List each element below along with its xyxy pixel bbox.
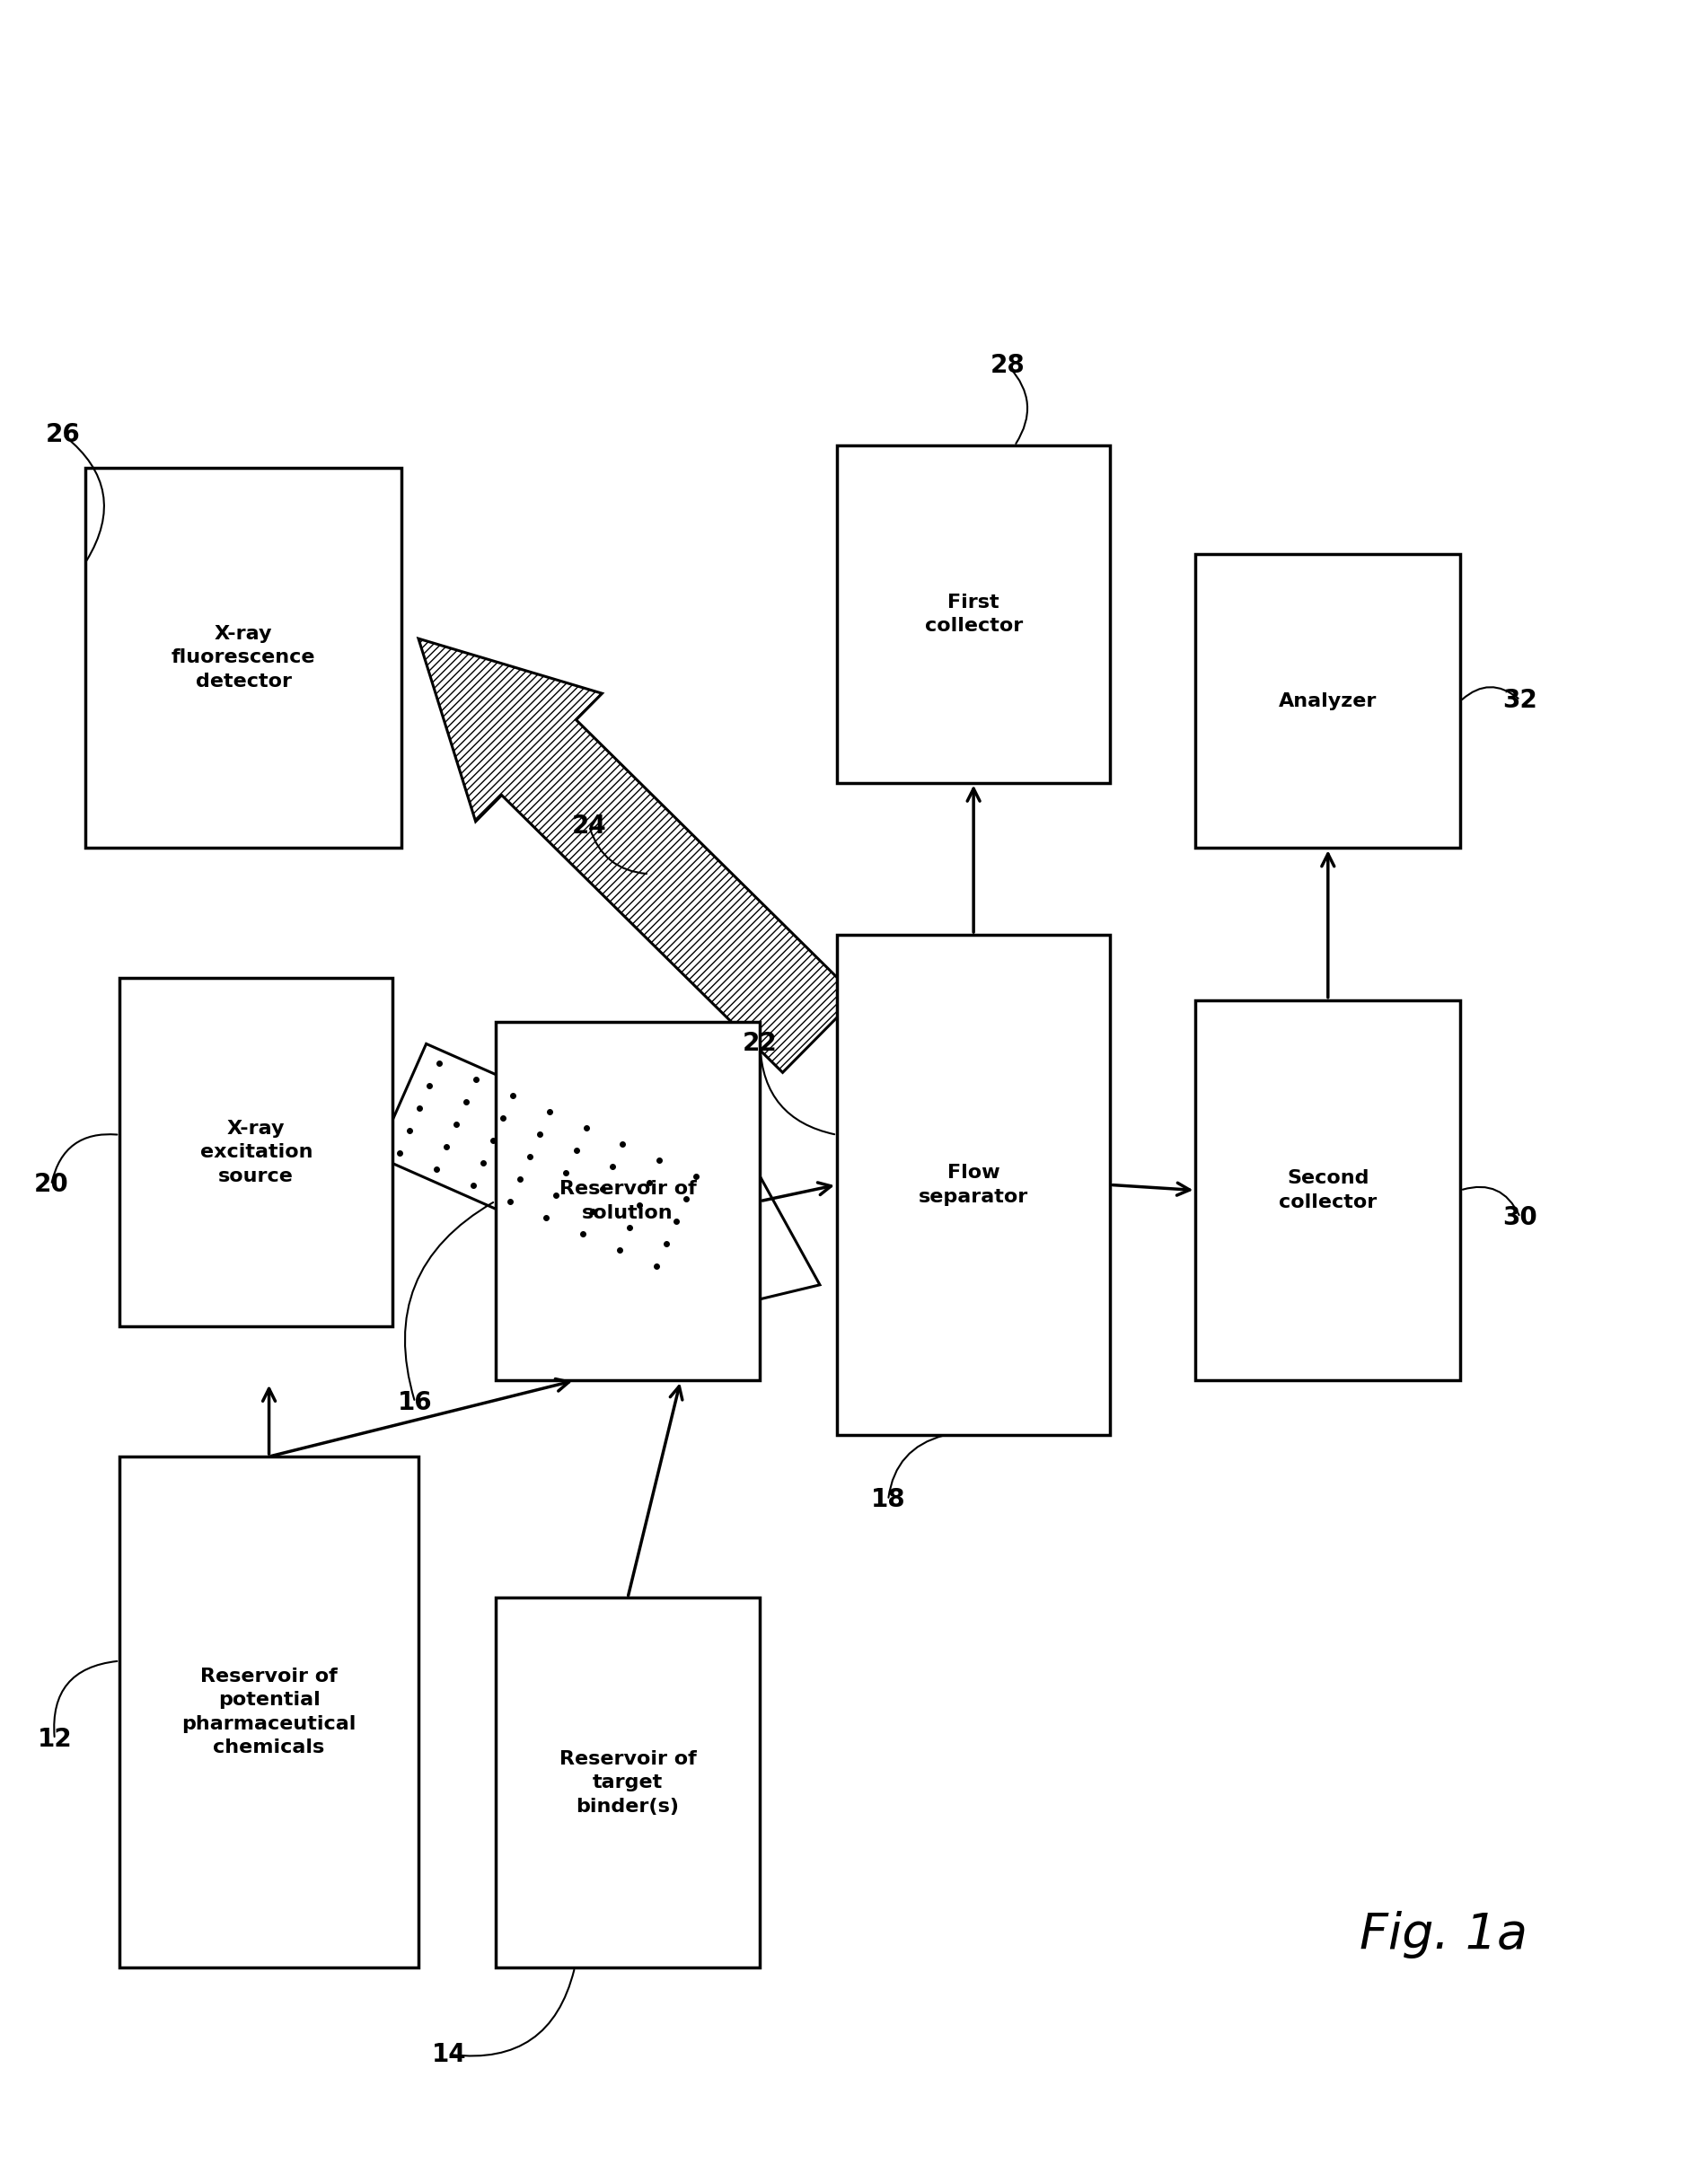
Text: Analyzer: Analyzer: [1279, 691, 1377, 711]
Polygon shape: [418, 639, 857, 1072]
Bar: [837, 935, 1110, 1435]
Text: 32: 32: [1503, 687, 1537, 713]
Text: Flow
separator: Flow separator: [919, 1163, 1028, 1207]
Bar: [837, 446, 1110, 783]
Text: Reservoir of
target
binder(s): Reservoir of target binder(s): [559, 1750, 697, 1815]
Bar: [85, 467, 401, 848]
Text: 22: 22: [743, 1030, 777, 1057]
Text: 26: 26: [46, 422, 80, 448]
Text: X-ray
excitation
source: X-ray excitation source: [200, 1120, 313, 1185]
Text: Reservoir of
potential
pharmaceutical
chemicals: Reservoir of potential pharmaceutical ch…: [181, 1667, 357, 1757]
Text: 14: 14: [432, 2041, 466, 2067]
Text: First
collector: First collector: [924, 594, 1023, 635]
Text: 30: 30: [1503, 1204, 1537, 1230]
Text: 12: 12: [38, 1726, 72, 1752]
Bar: [495, 1022, 760, 1380]
Text: Fig. 1a: Fig. 1a: [1360, 1911, 1527, 1959]
Text: 16: 16: [398, 1389, 432, 1415]
Bar: [1196, 1000, 1460, 1380]
Text: Reservoir of
solution: Reservoir of solution: [559, 1180, 697, 1222]
Text: 28: 28: [991, 352, 1025, 378]
Text: Second
collector: Second collector: [1279, 1170, 1377, 1211]
Text: 20: 20: [34, 1172, 68, 1198]
Text: 18: 18: [871, 1487, 905, 1513]
Bar: [495, 1598, 760, 1967]
Polygon shape: [376, 1044, 820, 1324]
Text: X-ray
fluorescence
detector: X-ray fluorescence detector: [171, 624, 316, 691]
Bar: [120, 978, 393, 1326]
Text: 24: 24: [572, 813, 606, 839]
Bar: [120, 1457, 418, 1967]
Bar: [1196, 554, 1460, 848]
